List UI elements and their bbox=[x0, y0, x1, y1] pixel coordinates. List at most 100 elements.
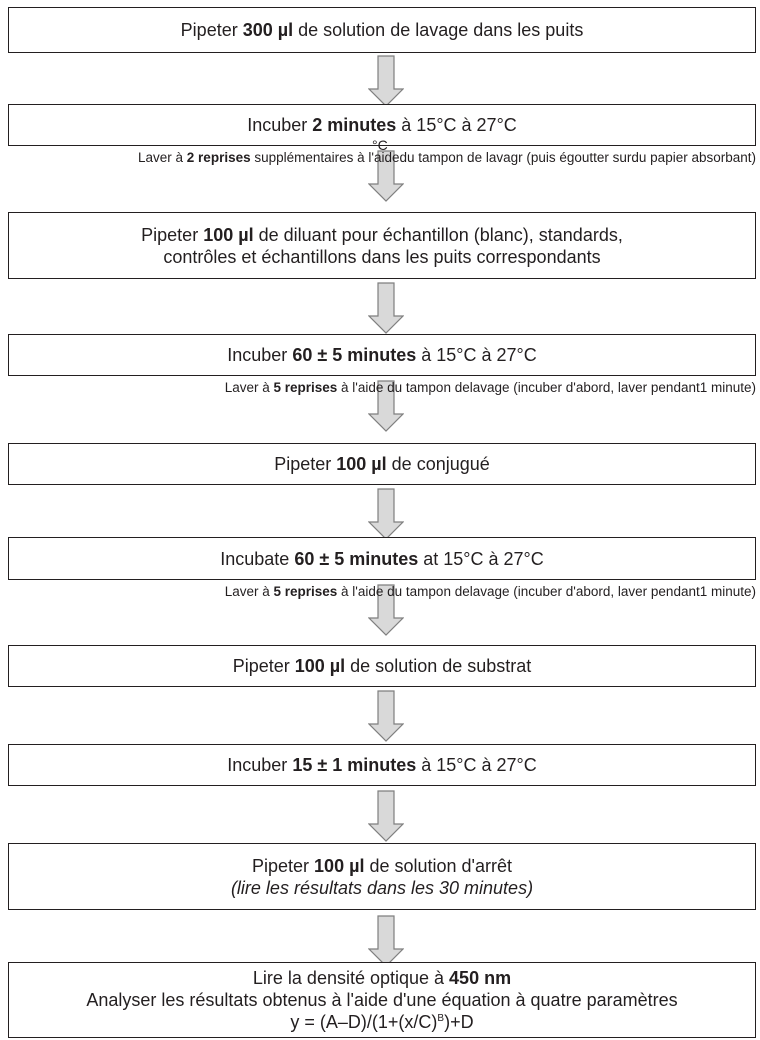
text-run: 1 minute) bbox=[699, 380, 756, 395]
text-run: à l'aide du tampon de bbox=[337, 380, 470, 395]
text-run: Pipeter bbox=[274, 454, 337, 474]
down-arrow-shape bbox=[368, 282, 404, 334]
text-line: Pipeter 100 µl de solution d'arrêt bbox=[252, 855, 512, 877]
step-5-conjugate-pipette: Pipeter 100 µl de conjugué bbox=[8, 443, 756, 485]
text-run: 1 minute) bbox=[699, 584, 756, 599]
text-line: Lire la densité optique à 450 nm bbox=[253, 967, 511, 989]
emphasis-text: 60 ± 5 minutes bbox=[292, 345, 417, 365]
text-line: Incuber 60 ± 5 minutes à 15°C à 27°C bbox=[227, 344, 536, 366]
text-run: Incuber bbox=[227, 755, 293, 775]
text-line: contrôles et échantillons dans les puits… bbox=[163, 246, 600, 268]
text-line: lavage (incuber d'abord, laver pendant bbox=[470, 584, 700, 599]
flow-arrow-5 bbox=[368, 488, 404, 540]
text-line: du papier absorbant) bbox=[631, 150, 756, 165]
text-line: lavage (incuber d'abord, laver pendant bbox=[470, 380, 700, 395]
text-run: (lire les résultats dans les 30 minutes) bbox=[230, 877, 534, 898]
down-arrow-shape bbox=[368, 915, 404, 967]
wash-note-1: Laver à 2 reprises supplémentaires à l'a… bbox=[138, 150, 756, 166]
text-run: de solution de substrat bbox=[345, 656, 532, 676]
wash-note-2: Laver à 5 reprises à l'aide du tampon de… bbox=[225, 380, 756, 396]
text-run: )+D bbox=[444, 1012, 474, 1032]
text-run: Pipeter bbox=[252, 855, 315, 876]
wash-note-3: Laver à 5 reprises à l'aide du tampon de… bbox=[225, 584, 756, 600]
down-arrow-shape bbox=[368, 690, 404, 742]
text-line: Pipeter 300 µl de solution de lavage dan… bbox=[181, 19, 584, 41]
text-run: contrôles et échantillons dans les puits… bbox=[163, 246, 601, 267]
emphasis-text: 15 ± 1 minutes bbox=[292, 755, 417, 775]
text-run: Incubate bbox=[220, 548, 295, 569]
text-line: Laver à 5 reprises à l'aide du tampon de bbox=[225, 584, 470, 599]
text-run: Analyser les résultats obtenus à l'aide … bbox=[86, 990, 678, 1010]
text-run: à 15°C à 27°C bbox=[396, 115, 517, 135]
down-arrow-icon bbox=[368, 584, 404, 636]
flow-arrow-3 bbox=[368, 282, 404, 334]
flow-arrow-6 bbox=[368, 584, 404, 636]
emphasis-text: 5 reprises bbox=[273, 380, 338, 395]
text-run: Laver à bbox=[138, 150, 187, 165]
text-run: supplémentaires à l'aide bbox=[250, 150, 400, 165]
step-7-substrate-pipette: Pipeter 100 µl de solution de substrat bbox=[8, 645, 756, 687]
down-arrow-shape bbox=[368, 790, 404, 842]
down-arrow-shape bbox=[368, 584, 404, 636]
flow-arrow-1 bbox=[368, 55, 404, 107]
text-run: à l'aide du tampon de bbox=[337, 584, 470, 599]
text-line: Analyser les résultats obtenus à l'aide … bbox=[86, 989, 677, 1011]
text-run: de solution d'arrêt bbox=[364, 855, 512, 876]
emphasis-text: 100 µl bbox=[336, 454, 387, 474]
down-arrow-shape bbox=[368, 55, 404, 107]
text-run: Lire la densité optique à bbox=[252, 968, 450, 988]
text-run: du papier absorbant) bbox=[631, 150, 756, 165]
text-line: Pipeter 100 µl de conjugué bbox=[274, 453, 490, 475]
flow-arrow-9 bbox=[368, 915, 404, 967]
text-line: du tampon de lavagr (puis égoutter sur bbox=[400, 150, 632, 165]
down-arrow-icon bbox=[368, 915, 404, 967]
step-6-incubate: Incubate 60 ± 5 minutes at 15°C à 27°C bbox=[8, 537, 756, 580]
text-run: Pipeter bbox=[232, 656, 295, 676]
text-run: y = (A–D)/(1+(x/C) bbox=[290, 1012, 438, 1032]
text-run: Laver à bbox=[224, 380, 274, 395]
down-arrow-icon bbox=[368, 690, 404, 742]
text-line: Incuber 2 minutes à 15°C à 27°C bbox=[247, 114, 517, 136]
text-run: à 15°C à 27°C bbox=[416, 755, 537, 775]
text-run: de diluant pour échantillon (blanc), sta… bbox=[253, 224, 623, 245]
text-run: Pipeter bbox=[141, 224, 204, 245]
text-run: de solution de lavage dans les puits bbox=[293, 20, 584, 40]
text-run: du tampon de lavagr (puis égoutter sur bbox=[399, 150, 632, 165]
text-run: à 15°C à 27°C bbox=[416, 345, 537, 365]
step-9-stop-solution: Pipeter 100 µl de solution d'arrêt (lire … bbox=[8, 843, 756, 910]
down-arrow-shape bbox=[368, 150, 404, 202]
text-line: Laver à 5 reprises à l'aide du tampon de bbox=[225, 380, 470, 395]
emphasis-text: 100 µl bbox=[314, 855, 365, 876]
down-arrow-icon bbox=[368, 55, 404, 107]
emphasis-text: 2 minutes bbox=[312, 115, 397, 135]
emphasis-text: 100 µl bbox=[294, 656, 346, 676]
step-2-incubate: Incuber 2 minutes à 15°C à 27°C bbox=[8, 104, 756, 146]
text-run: Laver à bbox=[224, 584, 274, 599]
down-arrow-icon bbox=[368, 790, 404, 842]
text-line: Incuber 15 ± 1 minutes à 15°C à 27°C bbox=[227, 754, 536, 776]
step-3-diluent-pipette: Pipeter 100 µl de diluant pour échantill… bbox=[8, 212, 756, 279]
down-arrow-icon bbox=[368, 380, 404, 432]
down-arrow-shape bbox=[368, 488, 404, 540]
text-line: Laver à 2 reprises supplémentaires à l'a… bbox=[138, 150, 400, 165]
flow-arrow-2 bbox=[368, 150, 404, 202]
text-run: lavage (incuber d'abord, laver pendant bbox=[469, 584, 700, 599]
text-line: 1 minute) bbox=[700, 380, 756, 395]
flow-arrow-4 bbox=[368, 380, 404, 432]
down-arrow-icon bbox=[368, 150, 404, 202]
stray-fragment: °C bbox=[372, 137, 388, 153]
emphasis-text: 2 reprises bbox=[186, 150, 251, 165]
down-arrow-icon bbox=[368, 282, 404, 334]
text-line: Pipeter 100 µl de solution de substrat bbox=[233, 655, 532, 677]
emphasis-text: 60 ± 5 minutes bbox=[294, 548, 419, 569]
flow-arrow-7 bbox=[368, 690, 404, 742]
text-line: Incubate 60 ± 5 minutes at 15°C à 27°C bbox=[220, 548, 543, 570]
step-1-wash-pipette: Pipeter 300 µl de solution de lavage dan… bbox=[8, 7, 756, 53]
text-run: Pipeter bbox=[180, 20, 243, 40]
text-run: lavage (incuber d'abord, laver pendant bbox=[469, 380, 700, 395]
text-line: Pipeter 100 µl de diluant pour échantill… bbox=[141, 224, 623, 246]
text-line: 1 minute) bbox=[700, 584, 756, 599]
emphasis-text: 300 µl bbox=[242, 20, 294, 40]
emphasis-text: 5 reprises bbox=[273, 584, 338, 599]
emphasis-text: 450 nm bbox=[449, 968, 512, 988]
